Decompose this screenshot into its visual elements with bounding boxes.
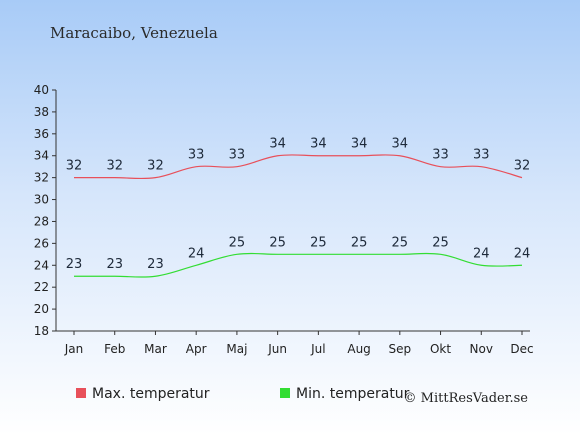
data-label: 32 bbox=[514, 159, 531, 174]
data-label: 24 bbox=[514, 246, 531, 261]
y-tick-label: 32 bbox=[34, 171, 49, 185]
data-label: 23 bbox=[106, 257, 123, 272]
y-tick-label: 36 bbox=[34, 127, 49, 141]
data-label: 33 bbox=[229, 148, 246, 163]
y-tick-label: 34 bbox=[34, 149, 49, 163]
y-tick-label: 20 bbox=[34, 302, 49, 316]
data-label: 23 bbox=[66, 257, 83, 272]
y-tick-label: 28 bbox=[34, 214, 49, 228]
data-label: 25 bbox=[351, 235, 368, 250]
legend-label-max: Max. temperatur bbox=[92, 386, 210, 402]
series-line-max bbox=[74, 154, 523, 180]
data-label: 25 bbox=[392, 235, 409, 250]
x-tick-label: Mar bbox=[144, 342, 167, 356]
x-tick-label: Nov bbox=[470, 342, 493, 356]
y-axis: 18 20 22 24 26 28 30 32 34 36 38 40 bbox=[34, 83, 57, 338]
x-tick-label: Maj bbox=[226, 342, 247, 356]
data-label: 24 bbox=[473, 246, 490, 261]
y-tick-label: 40 bbox=[34, 83, 49, 97]
data-label: 23 bbox=[147, 257, 164, 272]
data-label: 24 bbox=[188, 246, 205, 261]
data-label: 34 bbox=[351, 137, 368, 152]
data-label: 32 bbox=[147, 159, 164, 174]
x-tick-label: Jan bbox=[64, 342, 84, 356]
legend: Max. temperatur Min. temperatur bbox=[76, 386, 410, 402]
data-labels: 32 32 32 33 33 34 34 34 34 33 33 32 23 23 23 24 25 25 25 25… bbox=[66, 137, 531, 272]
data-label: 33 bbox=[432, 148, 449, 163]
x-tick-label: Aug bbox=[347, 342, 370, 356]
y-tick-label: 24 bbox=[34, 258, 49, 272]
y-tick-label: 18 bbox=[34, 324, 49, 338]
chart-title: Maracaibo, Venezuela bbox=[50, 24, 218, 42]
data-label: 25 bbox=[432, 235, 449, 250]
series-line-min bbox=[74, 252, 523, 278]
data-label: 25 bbox=[269, 235, 286, 250]
y-tick-label: 38 bbox=[34, 105, 49, 119]
data-label: 34 bbox=[269, 137, 286, 152]
legend-swatch-max bbox=[76, 388, 86, 398]
data-label: 32 bbox=[106, 159, 123, 174]
y-tick-label: 22 bbox=[34, 280, 49, 294]
data-label: 32 bbox=[66, 159, 83, 174]
data-label: 33 bbox=[473, 148, 490, 163]
x-tick-label: Feb bbox=[104, 342, 125, 356]
x-tick-label: Dec bbox=[510, 342, 533, 356]
data-label: 34 bbox=[310, 137, 327, 152]
x-tick-label: Apr bbox=[186, 342, 207, 356]
y-tick-label: 30 bbox=[34, 193, 49, 207]
x-axis: Jan Feb Mar Apr Maj Jun Jul Aug Sep Okt Nov Dec bbox=[56, 330, 534, 356]
data-label: 33 bbox=[188, 148, 205, 163]
series-group bbox=[74, 154, 523, 278]
x-tick-label: Sep bbox=[389, 342, 412, 356]
data-label: 25 bbox=[310, 235, 327, 250]
legend-swatch-min bbox=[280, 388, 290, 398]
x-tick-label: Jul bbox=[310, 342, 325, 356]
x-tick-label: Okt bbox=[430, 342, 451, 356]
copyright-text: © MittResVader.se bbox=[404, 391, 529, 406]
legend-label-min: Min. temperatur bbox=[296, 386, 410, 402]
x-tick-label: Jun bbox=[267, 342, 287, 356]
y-tick-label: 26 bbox=[34, 236, 49, 250]
data-label: 34 bbox=[392, 137, 409, 152]
data-label: 25 bbox=[229, 235, 246, 250]
